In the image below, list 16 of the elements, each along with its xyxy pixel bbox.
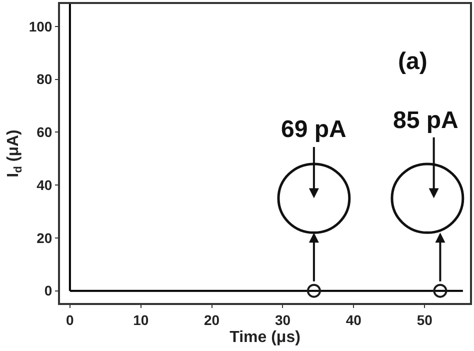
x-tick-label: 0 <box>66 312 74 328</box>
annotation: 69 pA <box>281 116 346 143</box>
x-tick-label: 50 <box>416 312 433 328</box>
y-tick-label: 0 <box>44 282 52 299</box>
y-tick-label: 40 <box>36 176 52 193</box>
y-tick-label: 60 <box>36 124 52 140</box>
x-tick-label: 40 <box>346 312 362 328</box>
x-tick-label: 10 <box>133 312 149 328</box>
annotation: 85 pA <box>393 107 458 134</box>
annotation: (a) <box>398 48 428 75</box>
x-axis-title: Time (μs) <box>230 329 300 346</box>
x-tick-label: 30 <box>274 312 291 328</box>
y-tick-label: 100 <box>28 18 52 34</box>
y-tick-label: 20 <box>36 230 52 246</box>
x-tick-label: 20 <box>204 312 220 328</box>
y-tick-label: 80 <box>36 71 52 88</box>
